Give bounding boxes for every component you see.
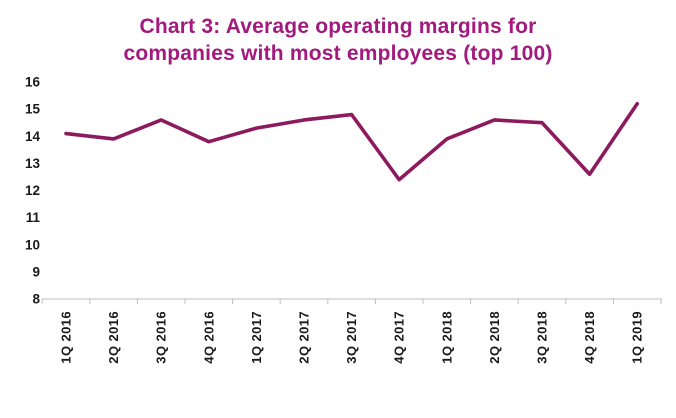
- x-axis-label: 1Q 2018: [439, 311, 454, 364]
- y-axis-label: 10: [25, 237, 40, 252]
- y-axis-label: 16: [25, 74, 41, 89]
- y-axis-label: 14: [25, 128, 41, 143]
- x-axis-label: 3Q 2017: [344, 311, 359, 364]
- x-axis-label: 3Q 2016: [154, 311, 169, 364]
- y-axis-label: 12: [25, 183, 40, 198]
- chart-title: Chart 3: Average operating margins for c…: [0, 0, 676, 68]
- x-axis-label: 4Q 2018: [582, 311, 597, 364]
- y-axis-label: 13: [25, 155, 41, 170]
- x-axis-label: 2Q 2016: [106, 311, 121, 364]
- x-axis-label: 3Q 2018: [535, 311, 550, 364]
- x-axis-label: 1Q 2016: [59, 311, 74, 364]
- x-axis-label: 2Q 2018: [487, 311, 502, 364]
- x-axis-label: 2Q 2017: [297, 311, 312, 364]
- chart-title-line-2: companies with most employees (top 100): [123, 42, 553, 66]
- x-axis-label: 1Q 2017: [249, 311, 264, 364]
- y-axis-label: 11: [26, 210, 41, 225]
- y-axis-label: 8: [32, 291, 40, 306]
- y-axis-label: 9: [32, 264, 40, 279]
- line-chart: 8 9 10 11 12 13 14 15 16 1Q 2016 2Q 2016 3Q 2016 4Q …: [25, 74, 662, 364]
- series-line: [64, 101, 640, 182]
- x-axis-label: 1Q 2019: [630, 311, 645, 364]
- y-axis-label: 15: [25, 101, 41, 116]
- chart-title-line-1: Chart 3: Average operating margins for: [139, 15, 537, 38]
- x-axis-label: 4Q 2016: [201, 311, 216, 364]
- x-axis-label: 4Q 2017: [392, 311, 407, 364]
